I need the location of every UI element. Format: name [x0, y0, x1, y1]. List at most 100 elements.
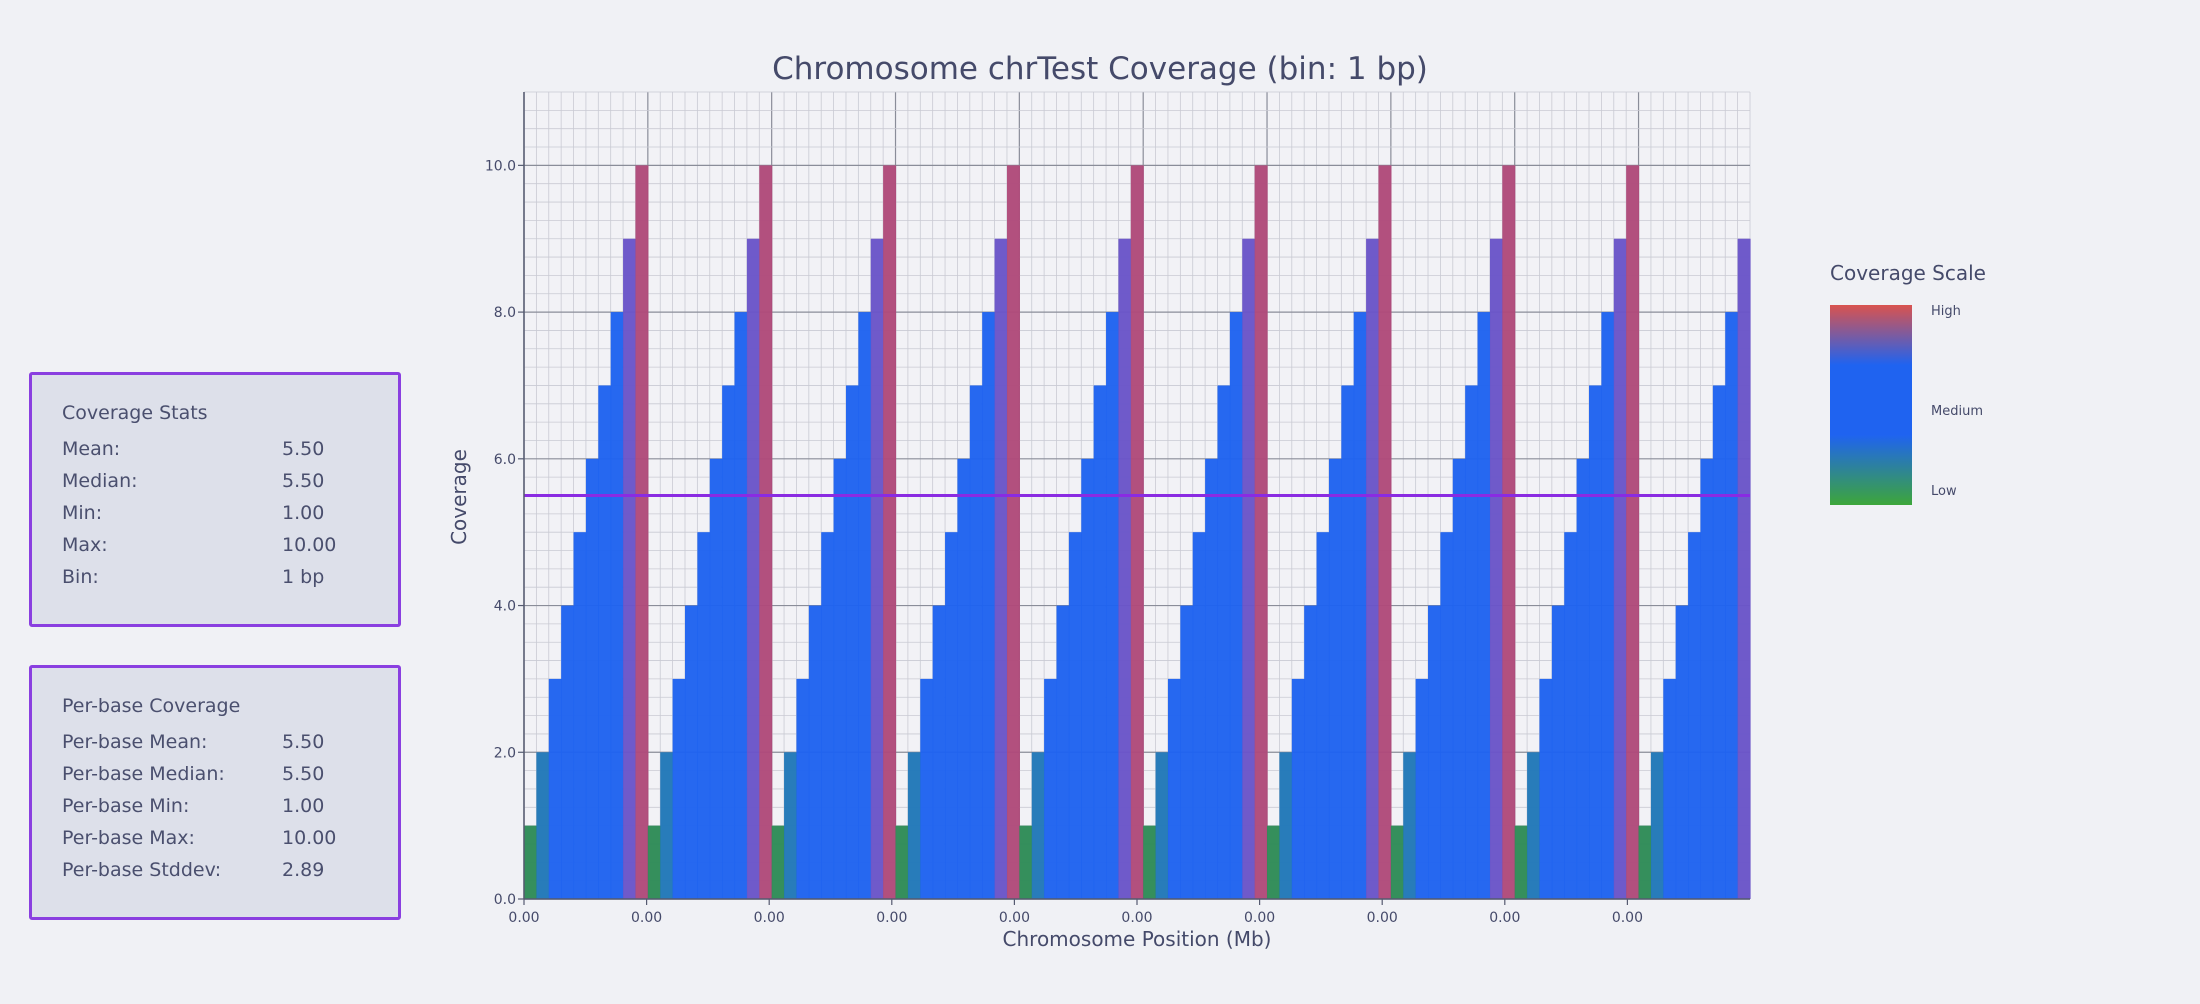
coverage-bar	[1118, 238, 1132, 899]
coverage-bar	[1477, 312, 1491, 899]
coverage-bar	[709, 458, 723, 899]
stat-value: 1 bp	[282, 566, 325, 588]
x-tick-label: 0.00	[754, 910, 785, 926]
coverage-bar	[1081, 458, 1095, 899]
coverage-bar	[1180, 605, 1194, 899]
perbase-stat-label: Per-base Mean:	[62, 731, 208, 753]
x-tick-label: 0.00	[1121, 910, 1152, 926]
coverage-bar	[1068, 532, 1082, 899]
stat-label: Bin:	[62, 566, 99, 588]
coverage-bar	[1279, 752, 1293, 899]
coverage-bar	[1167, 678, 1181, 899]
legend-label-low: Low	[1931, 484, 1957, 499]
x-tick-label: 0.00	[631, 910, 662, 926]
coverage-bar	[1675, 605, 1689, 899]
coverage-bar	[1663, 678, 1677, 899]
chart-title: Chromosome chrTest Coverage (bin: 1 bp)	[772, 51, 1428, 87]
coverage-bar	[573, 532, 587, 899]
coverage-stats-title: Coverage Stats	[62, 402, 208, 424]
perbase-coverage-title: Per-base Coverage	[62, 695, 241, 717]
x-tick-label: 0.00	[1244, 910, 1275, 926]
coverage-bar	[684, 605, 698, 899]
coverage-bar	[957, 458, 971, 899]
coverage-bar	[1539, 678, 1553, 899]
coverage-bar	[548, 678, 562, 899]
coverage-bar	[1130, 165, 1144, 899]
stat-row: Min: 1.00	[62, 497, 398, 529]
perbase-stat-label: Per-base Median:	[62, 763, 225, 785]
coverage-bar	[598, 385, 612, 899]
x-tick-label: 0.00	[1489, 910, 1520, 926]
coverage-bar	[672, 678, 686, 899]
chart-bars	[524, 165, 1751, 899]
coverage-bar	[1341, 385, 1355, 899]
coverage-bar	[1229, 312, 1243, 899]
perbase-stat-value: 1.00	[282, 795, 325, 817]
coverage-bar	[1415, 678, 1429, 899]
coverage-bar	[623, 238, 637, 899]
coverage-bar	[1093, 385, 1107, 899]
y-tick-label: 0.0	[494, 892, 516, 908]
x-tick-label: 0.00	[1612, 910, 1643, 926]
stat-label: Median:	[62, 470, 138, 492]
coverage-bar	[932, 605, 946, 899]
perbase-stat-value: 10.00	[282, 827, 337, 849]
coverage-bar	[883, 165, 897, 899]
stat-label: Max:	[62, 534, 108, 556]
perbase-stat-label: Per-base Max:	[62, 827, 195, 849]
coverage-bar	[858, 312, 872, 899]
coverage-bar	[1589, 385, 1602, 899]
coverage-bar	[647, 825, 661, 899]
legend-label-medium: Medium	[1931, 404, 1983, 419]
coverage-bar	[796, 678, 810, 899]
coverage-bar	[1304, 605, 1318, 899]
perbase-stat-label: Per-base Stddev:	[62, 859, 222, 881]
coverage-bar	[1514, 825, 1528, 899]
coverage-bar	[561, 605, 575, 899]
perbase-coverage-panel: Per-base Coverage Per-base Mean: 5.50 Per-…	[29, 665, 401, 920]
perbase-stat-row: Per-base Stddev: 2.89	[62, 854, 398, 886]
coverage-bar	[1712, 385, 1726, 899]
coverage-bar	[1006, 165, 1020, 899]
coverage-bar	[808, 605, 822, 899]
coverage-bar	[1217, 385, 1231, 899]
coverage-bar	[1576, 458, 1590, 899]
coverage-bar	[1205, 458, 1219, 899]
coverage-bar	[907, 752, 921, 899]
coverage-bar	[1440, 532, 1454, 899]
coverage-bar	[1291, 678, 1305, 899]
coverage-bar	[697, 532, 711, 899]
stat-value: 10.00	[282, 534, 337, 556]
coverage-bar	[1155, 752, 1169, 899]
coverage-bar	[1143, 825, 1157, 899]
perbase-stat-value: 5.50	[282, 763, 325, 785]
perbase-stat-row: Per-base Max: 10.00	[62, 822, 398, 854]
coverage-stats-panel: Coverage Stats Mean: 5.50 Median: 5.50 Min: 1…	[29, 372, 401, 627]
coverage-bar	[771, 825, 785, 899]
stat-value: 5.50	[282, 438, 325, 460]
coverage-bar	[1019, 825, 1033, 899]
coverage-bar	[1403, 752, 1417, 899]
y-tick-label: 10.0	[485, 158, 516, 174]
stat-row: Mean: 5.50	[62, 433, 398, 465]
coverage-bar	[1700, 458, 1714, 899]
coverage-bar	[895, 825, 909, 899]
coverage-bar	[1353, 312, 1367, 899]
coverage-bar	[1465, 385, 1479, 899]
coverage-bar	[994, 238, 1008, 899]
coverage-bar	[1452, 458, 1466, 899]
coverage-bar	[1428, 605, 1442, 899]
coverage-bar	[734, 312, 748, 899]
coverage-bar	[1267, 825, 1281, 899]
y-tick-label: 4.0	[494, 599, 516, 615]
perbase-stat-value: 2.89	[282, 859, 325, 881]
coverage-bar	[969, 385, 983, 899]
coverage-bar	[1242, 238, 1256, 899]
stat-value: 1.00	[282, 502, 325, 524]
y-tick-label: 6.0	[494, 452, 516, 468]
y-axis-label: Coverage	[447, 449, 471, 545]
legend-title: Coverage Scale	[1830, 261, 1986, 285]
perbase-stat-label: Per-base Min:	[62, 795, 190, 817]
y-tick-label: 2.0	[494, 745, 516, 761]
coverage-bar	[1254, 165, 1268, 899]
